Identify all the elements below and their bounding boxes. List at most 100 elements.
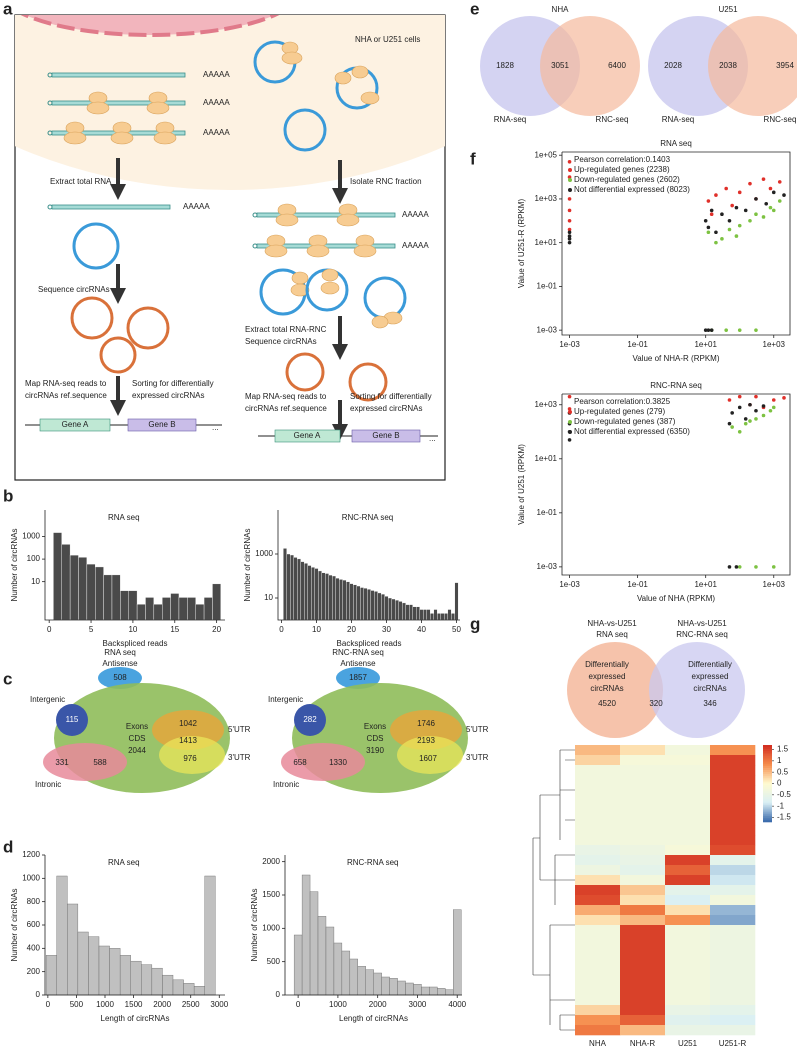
scatter-point [706,230,711,235]
histogram-bar [293,557,298,621]
step-label: expressed circRNAs [132,391,204,400]
heatmap-cell [620,855,666,866]
scatter-point [748,219,752,223]
heatmap-cell [710,945,756,956]
histogram-bar [370,590,375,621]
scatter-point [771,405,776,410]
colorbar-segment [763,793,772,796]
x-tick-label: 1500 [125,1000,143,1009]
venn-label: Differentially [688,660,732,669]
legend-marker [568,420,572,424]
heatmap-cell [575,825,621,836]
heatmap-cell [620,895,666,906]
panel-label: d [3,837,13,856]
histogram-bar [77,931,89,996]
histogram-bar [69,554,79,621]
x-tick-label: 1000 [329,1000,347,1009]
chart-title: RNC-RNA seq [650,381,702,390]
histogram-bar [353,584,357,621]
histogram-bar [433,609,438,621]
scatter-point [748,419,752,423]
x-tick-label: 500 [70,1000,84,1009]
step-label: expressed circRNAs [350,404,422,413]
euler-label: 3'UTR [466,753,489,762]
venn-set: NHA-vs-U251 [677,619,727,628]
heatmap-cell [710,925,756,936]
euler-count: 2193 [417,736,435,745]
step-label: Map RNA-seq reads to [25,379,107,388]
heatmap-cell [620,955,666,966]
scatter-point [734,234,739,238]
scatter-point [567,438,572,442]
heatmap-cell [620,875,666,886]
euler-count: 508 [113,673,127,682]
x-tick-label: 3000 [409,1000,427,1009]
heatmap-cell [575,1005,621,1016]
histogram-bar [357,966,366,996]
heatmap-cell [620,985,666,996]
scatter-point [777,199,782,203]
scatter-point [754,565,758,569]
euler-label: Intronic [273,780,299,789]
colorbar-segment [763,746,772,750]
x-axis-label: Backspliced reads [103,639,168,648]
histogram-bar [304,563,308,621]
histogram-bar [397,980,406,996]
heatmap-cell [620,815,666,826]
heatmap-cell [575,925,621,936]
scatter-point [727,421,732,426]
heatmap-cell [710,835,756,846]
scatter-point [737,223,742,228]
histogram-bar [301,874,311,996]
histogram-bar [444,613,448,621]
y-tick-label: 0 [36,990,41,999]
scatter-point [754,417,758,421]
colorbar-label: -1 [777,801,785,810]
scatter-point [703,219,708,223]
x-tick-label: 30 [382,625,391,634]
histogram-bar [212,583,222,621]
histogram-bar [203,597,213,621]
colorbar-label: 0.5 [777,767,789,776]
histogram-bar [325,926,335,996]
histogram-bar [95,566,104,621]
heatmap-cell [620,1015,666,1026]
step-label: Sequence circRNAs [38,285,110,294]
heatmap-cell [575,975,621,986]
histogram-bar [98,945,110,996]
histogram-bar [423,609,427,621]
histogram-bar [297,558,301,621]
heatmap-cell [575,895,621,906]
histogram-bar [374,591,378,621]
y-tick-label: 1e+03 [535,400,558,409]
venn-de: NHA-vs-U251 RNA seq NHA-vs-U251 RNC-RNA … [567,619,745,738]
heatmap-cell [665,915,711,926]
colorbar-segment [763,770,772,773]
axis-frame [277,510,460,621]
euler-count: 658 [293,758,307,767]
heatmap-cell [665,765,711,776]
step-label: circRNAs ref.sequence [25,391,107,400]
heatmap-cell [620,755,666,766]
scatter-point [727,398,732,402]
poly-a: AAAAA [203,128,230,137]
x-tick-label: 1e+03 [763,340,786,349]
legend-label: Down-regulated genes (2602) [574,175,680,184]
scatter-point [706,199,711,203]
scatter-point [724,328,728,332]
heatmap-cell [710,985,756,996]
euler-count: 1746 [417,719,435,728]
heatmap-cell [710,765,756,776]
histogram-bar [342,579,347,621]
y-tick-label: 100 [27,554,41,563]
heatmap-cell [575,955,621,966]
heatmap-cell [620,745,666,756]
heatmap-cell [665,975,711,986]
heatmap-cell [665,1005,711,1016]
x-tick-label: 0 [279,625,284,634]
y-tick-label: 2000 [262,857,280,866]
dendrogram [532,749,575,1031]
histogram-bar [172,979,184,996]
colorbar-segment [763,787,772,790]
